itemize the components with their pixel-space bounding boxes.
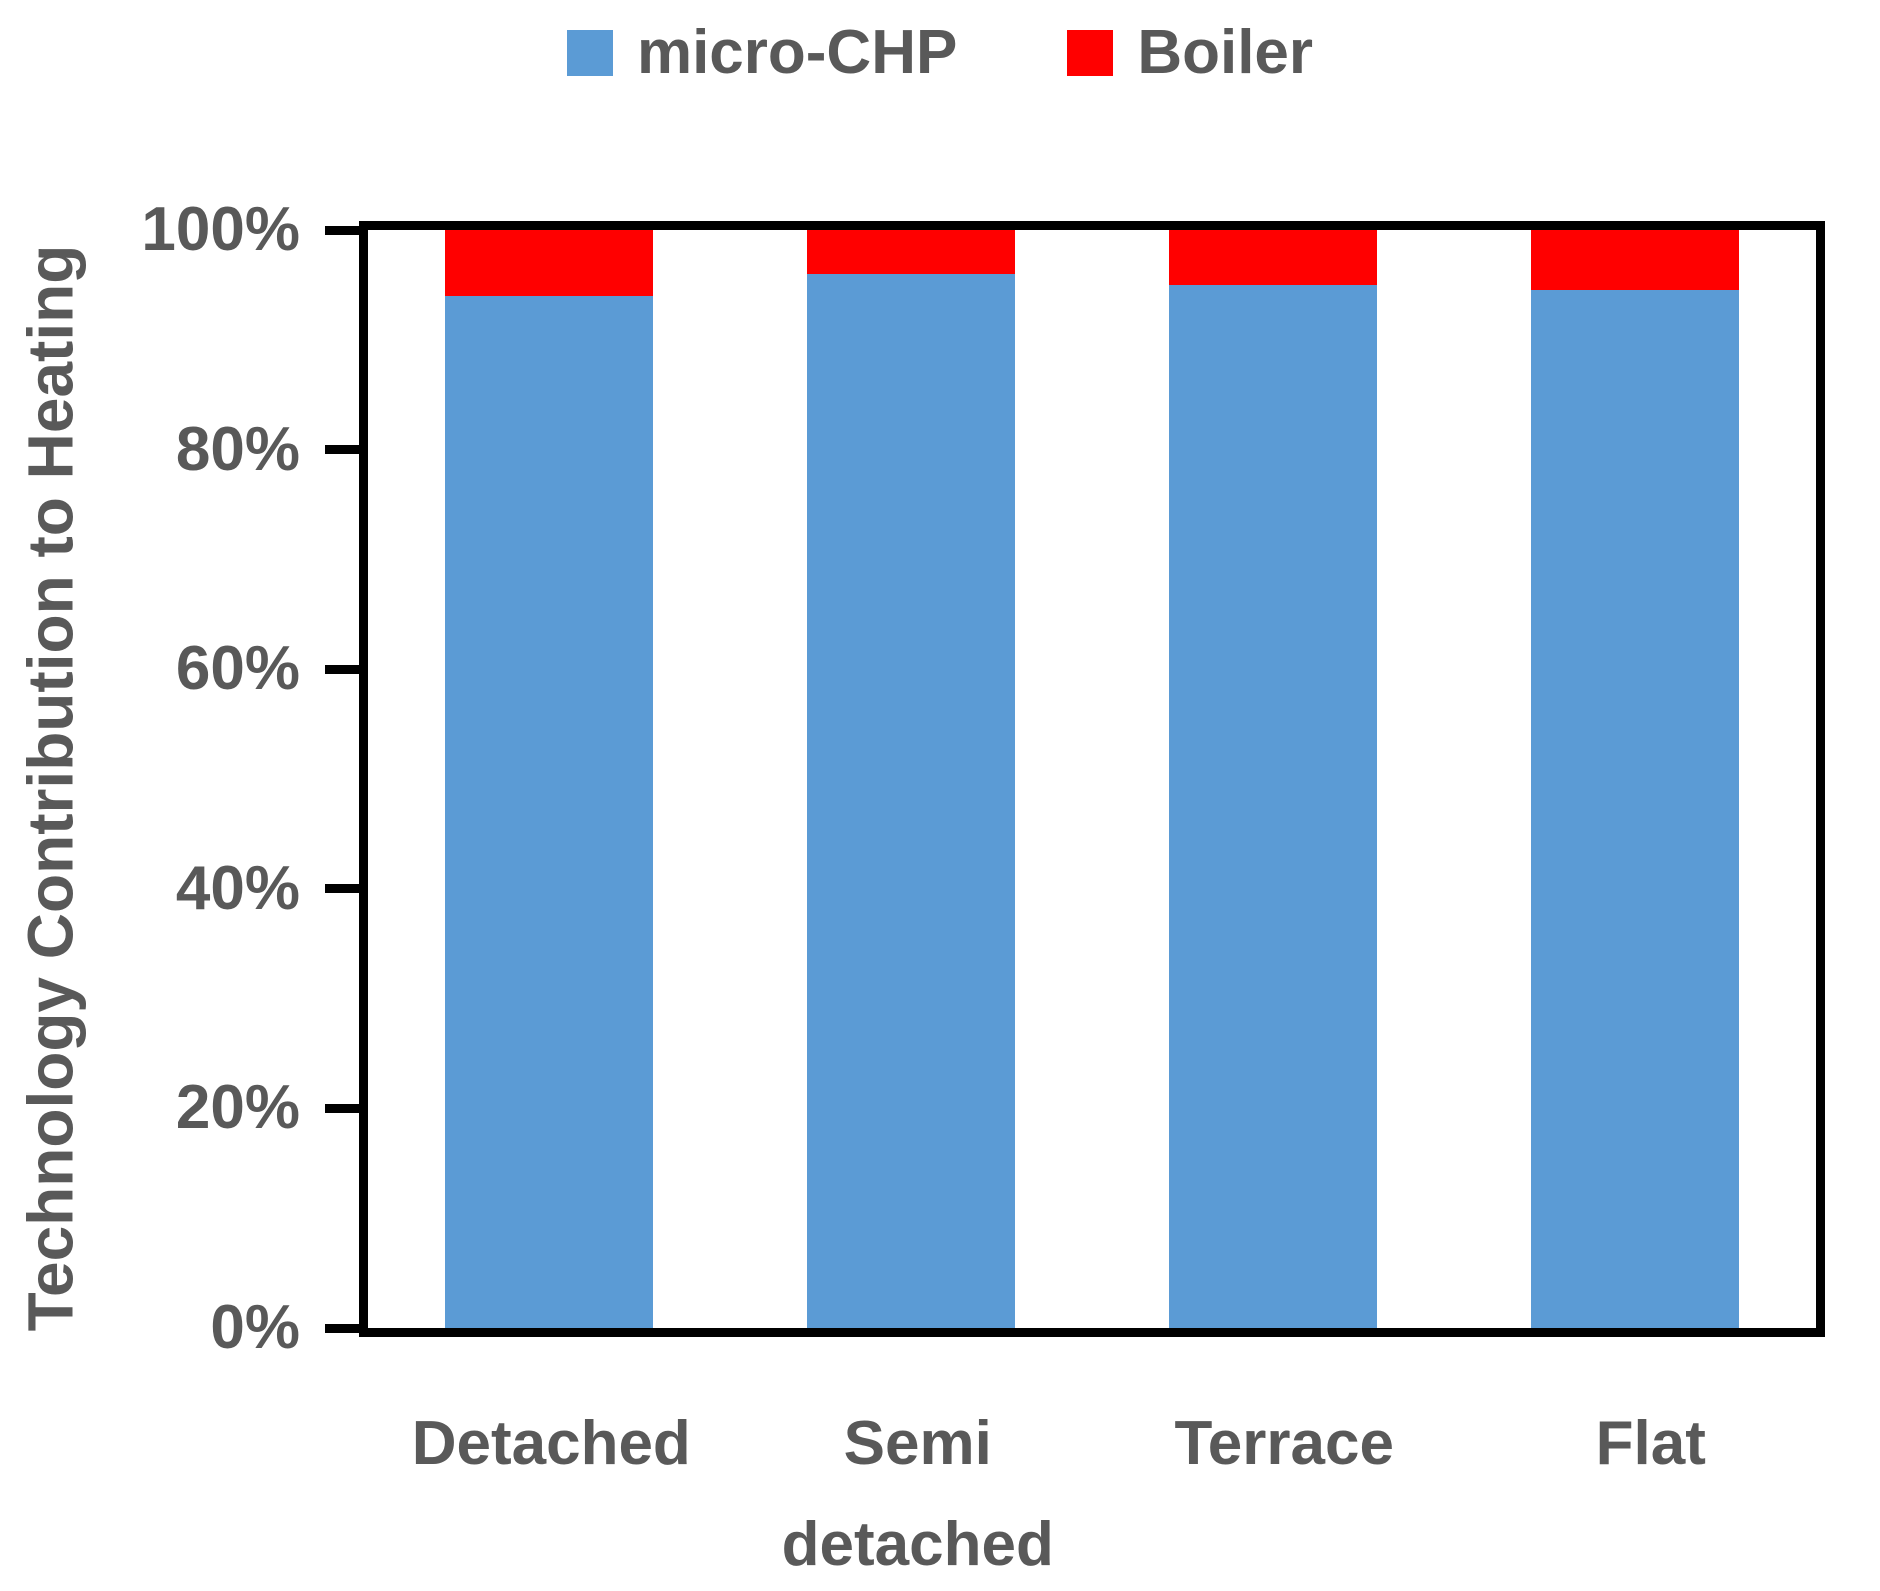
y-axis-tick — [325, 225, 359, 235]
y-axis-tick — [325, 884, 359, 894]
x-axis-category-label: Terrace — [1174, 1409, 1394, 1478]
x-axis-category-label: Semi detached — [781, 1409, 1054, 1579]
plot-area: 0% 20% 40% 60% 80% 100% — [141, 195, 1825, 1362]
bar-segment-boiler — [1169, 230, 1377, 285]
y-axis-tick — [325, 664, 359, 674]
legend-label-boiler: Boiler — [1137, 18, 1314, 87]
boiler-swatch-icon — [1067, 30, 1114, 76]
y-axis-tick-label: 80% — [175, 414, 300, 484]
x-axis-category-label: Detached — [411, 1409, 691, 1478]
y-axis-tick — [325, 445, 359, 455]
y-axis-tick-label: 100% — [141, 195, 300, 264]
y-axis-tick — [325, 1103, 359, 1113]
bar-segment-boiler — [1531, 230, 1739, 291]
stacked-bar — [445, 230, 653, 1328]
bars-container — [368, 230, 1816, 1328]
bar-slot — [1454, 230, 1816, 1328]
y-axis-tick-label: 20% — [175, 1073, 300, 1143]
bar-segment-micro-chp — [1169, 284, 1377, 1328]
x-axis-category-label: Flat — [1595, 1409, 1706, 1478]
legend-item-boiler: Boiler — [1067, 22, 1313, 84]
y-axis-tick-label: 0% — [210, 1293, 300, 1362]
stacked-bar — [1531, 230, 1739, 1328]
legend-item-micro-chp: micro-CHP — [566, 18, 958, 87]
bar-segment-boiler — [445, 230, 653, 296]
y-axis-tick — [325, 1323, 359, 1333]
bar-segment-micro-chp — [807, 273, 1015, 1328]
bar-slot — [730, 230, 1092, 1328]
x-axis-labels: Detached Semi detached Terrace Flat — [368, 1393, 1834, 1591]
legend-label-micro-chp: micro-CHP — [636, 18, 958, 87]
bar-slot — [1092, 230, 1454, 1328]
y-axis-title: Technology Contribution to Heating — [14, 244, 86, 1332]
bar-segment-micro-chp — [1531, 290, 1739, 1328]
bar-slot — [368, 230, 730, 1328]
stacked-bar — [807, 230, 1015, 1328]
bar-segment-micro-chp — [445, 295, 653, 1328]
legend: micro-CHP Boiler — [0, 22, 1880, 84]
y-axis-tick-label: 60% — [175, 634, 300, 704]
bar-segment-boiler — [807, 230, 1015, 274]
stacked-bar — [1169, 230, 1377, 1328]
micro-chp-swatch-icon — [566, 30, 613, 76]
y-axis-tick-label: 40% — [175, 853, 300, 923]
